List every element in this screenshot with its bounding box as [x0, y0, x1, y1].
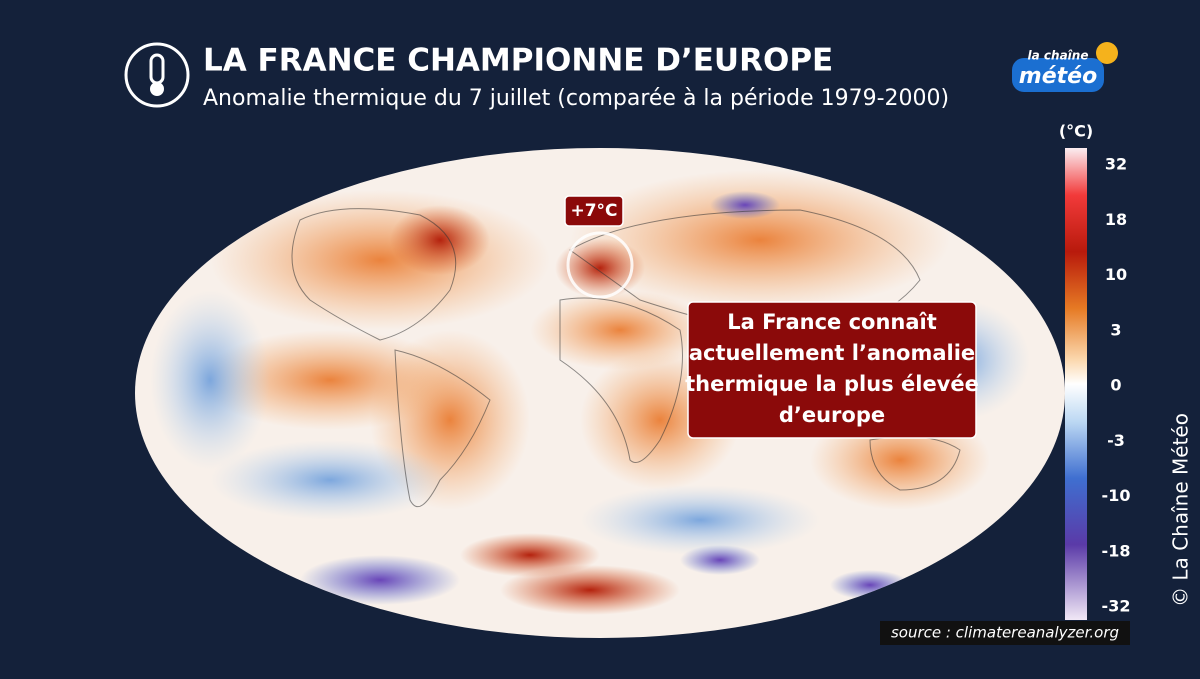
warm-zone	[570, 170, 950, 310]
thermometer-stem	[149, 53, 165, 85]
marker-label: +7°C	[570, 201, 617, 221]
header: LA FRANCE CHAMPIONNE D’EUROPE Anomalie t…	[124, 42, 949, 111]
source: source : climatereanalyzer.org	[891, 624, 1119, 642]
cool-zone	[210, 440, 450, 520]
france-highlight	[566, 231, 634, 299]
hot-zone	[555, 238, 645, 298]
callout-line: d’europe	[779, 403, 885, 427]
callout-line: La France connaît	[727, 310, 937, 334]
south-america	[394, 349, 491, 508]
logo-sun	[1096, 42, 1118, 64]
cold-zone	[710, 191, 780, 219]
logo-top: la chaîne	[1028, 49, 1089, 63]
colorbar-tick-label: 32	[1105, 155, 1127, 174]
warm-zone	[530, 290, 710, 370]
cold-zone	[300, 555, 460, 605]
colorbar-unit: (°C)	[1059, 122, 1093, 141]
colorbar-tick-label: 3	[1110, 320, 1121, 339]
cold-zone	[830, 570, 910, 600]
callout-line: thermique la plus élevée	[685, 372, 979, 396]
logo-bottom: météo	[1019, 64, 1097, 89]
colorbar-tick-label: 0	[1110, 376, 1121, 395]
colorbar-scale	[1065, 148, 1087, 620]
source-box	[880, 621, 1130, 645]
warm-zone	[210, 190, 550, 330]
subtitle: Anomalie thermique du 7 juillet (comparé…	[203, 86, 949, 111]
hot-zone	[500, 565, 680, 615]
colorbar-tick-label: 10	[1105, 265, 1127, 284]
logo: la chaîne météo	[1012, 42, 1118, 92]
cool-zone	[580, 485, 820, 555]
north-america	[291, 208, 457, 341]
colorbar-tick-label: -18	[1102, 541, 1131, 560]
world-map: +7°C La France connaît actuellement l’ano…	[135, 148, 1065, 638]
thermometer-bulb	[150, 82, 164, 96]
colorbar-tick-label: 18	[1105, 210, 1127, 229]
copyright: © La Chaîne Météo	[1169, 413, 1193, 607]
title: LA FRANCE CHAMPIONNE D’EUROPE	[203, 43, 833, 79]
callout-box	[687, 301, 977, 439]
callout-line: actuellement l’anomalie	[689, 341, 975, 365]
colorbar-tick-label: -3	[1107, 431, 1125, 450]
colorbar-tick-label: -10	[1102, 486, 1131, 505]
marker: +7°C	[564, 195, 624, 227]
colorbar-tick-label: -32	[1102, 597, 1131, 616]
logo-badge	[1012, 58, 1104, 92]
cool-zone	[150, 290, 270, 470]
africa	[559, 297, 683, 463]
cold-zone	[680, 545, 760, 575]
marker-box	[564, 195, 624, 227]
hot-zone	[390, 205, 490, 275]
colorbar: (°C) 32 18 10 3 0 -3 -10 -18 -32	[1059, 122, 1131, 620]
callout: La France connaît actuellement l’anomalie…	[685, 301, 979, 439]
thermometer-icon	[124, 42, 190, 108]
